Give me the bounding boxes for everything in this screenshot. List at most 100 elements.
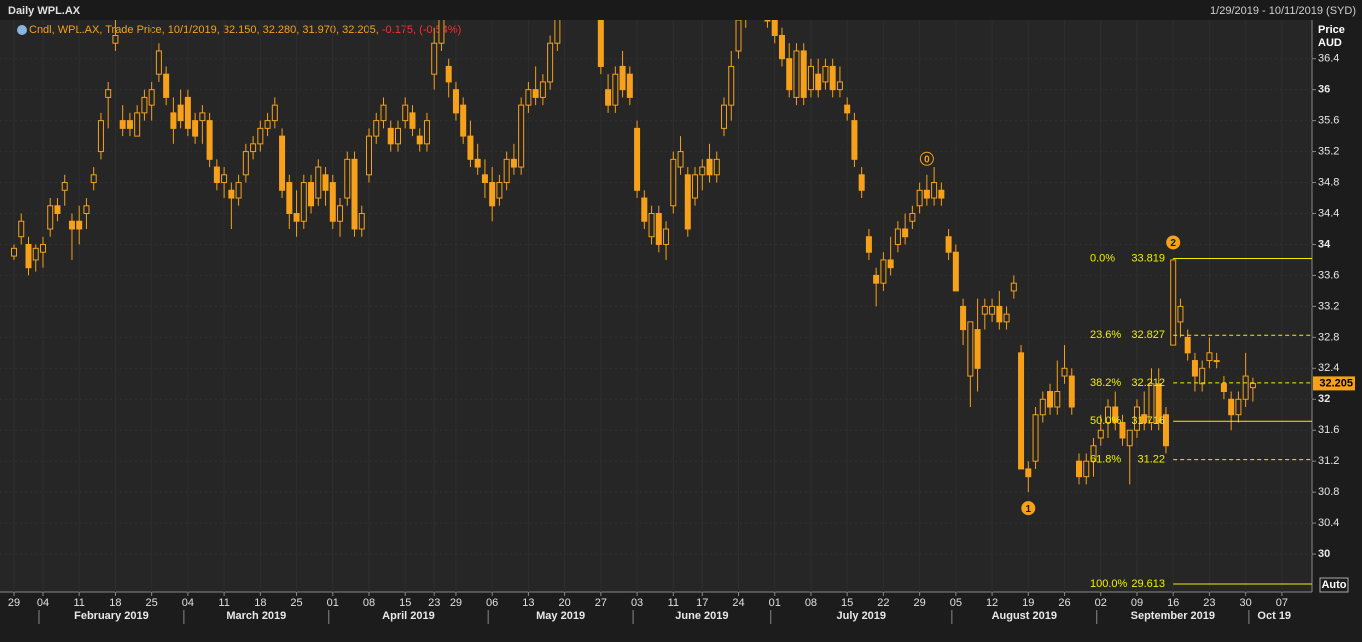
y-tick-label: 31.6	[1318, 424, 1339, 436]
candle-body	[126, 120, 133, 129]
candle-body	[778, 34, 785, 60]
candle-body	[416, 135, 423, 145]
candle-body	[822, 65, 829, 83]
date-range: 1/29/2019 - 10/11/2019 (SYD)	[1210, 5, 1356, 17]
candle-body	[1090, 445, 1097, 462]
x-tick-label: 04	[182, 597, 194, 609]
candle-body	[1104, 406, 1111, 423]
last-price-tag	[1313, 376, 1355, 391]
marker-circle	[1021, 501, 1036, 516]
candle-body	[793, 50, 800, 98]
candle-body	[525, 89, 532, 106]
x-tick-label: 16	[1167, 597, 1179, 609]
candle-body	[1018, 352, 1025, 470]
candle-body	[663, 228, 670, 245]
marker-circle	[919, 151, 934, 166]
candle-body	[213, 166, 220, 184]
x-tick-label: 02	[1095, 597, 1107, 609]
candle-body	[510, 158, 517, 168]
x-tick-label: 15	[841, 597, 853, 609]
y-axis-label: Price	[1318, 24, 1345, 36]
x-tick-label: 08	[363, 597, 375, 609]
last-price-label: 32.205	[1319, 377, 1353, 389]
candle-body	[800, 50, 807, 98]
candle-body	[597, 20, 604, 67]
y-tick-label: 35.6	[1318, 115, 1339, 127]
x-tick-label: 13	[522, 597, 534, 609]
month-label: May 2019	[536, 610, 585, 622]
candle-body	[373, 120, 380, 137]
candle-body	[503, 158, 510, 184]
candle-body	[148, 89, 155, 106]
x-tick-label: 30	[1240, 597, 1252, 609]
candle-body	[1199, 367, 1206, 385]
candle-body	[851, 120, 858, 160]
candle-body	[293, 213, 300, 222]
candle-body	[322, 174, 329, 191]
candle-body	[25, 243, 32, 269]
candle-body	[880, 259, 887, 284]
candle-body	[329, 182, 336, 222]
x-tick-label: 08	[805, 597, 817, 609]
x-tick-label: 11	[73, 597, 84, 609]
candle-body	[1076, 460, 1083, 478]
month-label: April 2019	[382, 610, 435, 622]
x-tick-label: 05	[950, 597, 962, 609]
candle-body	[1032, 414, 1039, 462]
candle-body	[684, 174, 691, 230]
candle-body	[1148, 383, 1155, 423]
fib-value: 31.22	[1137, 454, 1165, 466]
candle-body	[271, 104, 278, 122]
candle-body	[155, 50, 162, 75]
marker-circle	[1166, 235, 1181, 250]
candle-body	[481, 174, 488, 184]
candle-body	[938, 189, 945, 199]
auto-button[interactable]	[1319, 577, 1349, 593]
candle-body	[865, 236, 872, 253]
candle-body	[112, 34, 119, 44]
candle-body	[1133, 406, 1140, 431]
legend-icon	[17, 25, 27, 35]
candle-body	[1177, 305, 1184, 323]
candle-body	[1170, 259, 1177, 346]
x-tick-label: 01	[327, 597, 339, 609]
fib-percent: 50.0%	[1090, 415, 1121, 427]
candle-body	[931, 182, 938, 199]
candle-body	[438, 20, 445, 44]
candle-body	[18, 220, 25, 238]
x-tick-label: 11	[668, 597, 679, 609]
candle-body	[242, 151, 249, 176]
candle-body	[713, 158, 720, 176]
x-tick-label: 29	[450, 597, 462, 609]
x-tick-label: 23	[428, 597, 440, 609]
fib-value: 32.212	[1131, 377, 1165, 389]
y-tick-label: 32.8	[1318, 331, 1339, 343]
candle-body	[32, 247, 39, 261]
candle-body	[308, 182, 315, 207]
candle-body	[460, 104, 467, 137]
candle-body	[257, 127, 264, 145]
marker-label: 1	[1026, 504, 1032, 515]
candle-body	[1206, 352, 1213, 362]
auto-button-label[interactable]: Auto	[1321, 579, 1346, 591]
candle-body	[54, 205, 61, 215]
header-bar	[0, 0, 1362, 20]
marker-label: 2	[1170, 238, 1176, 249]
y-tick-label: 34.4	[1318, 207, 1339, 219]
month-label: June 2019	[675, 610, 728, 622]
candle-body	[1235, 398, 1242, 416]
candle-body	[489, 182, 496, 207]
candle-body	[235, 182, 242, 199]
candle-body	[496, 182, 503, 199]
candle-body	[786, 58, 793, 91]
candle-body	[923, 189, 930, 199]
candle-body	[1220, 383, 1227, 393]
y-tick-label: 30.4	[1318, 517, 1339, 529]
x-tick-label: 29	[8, 597, 20, 609]
candle-body	[902, 228, 909, 238]
candle-body	[163, 73, 170, 98]
candle-body	[83, 205, 90, 215]
candle-body	[1119, 421, 1126, 439]
candle-body	[228, 189, 235, 199]
